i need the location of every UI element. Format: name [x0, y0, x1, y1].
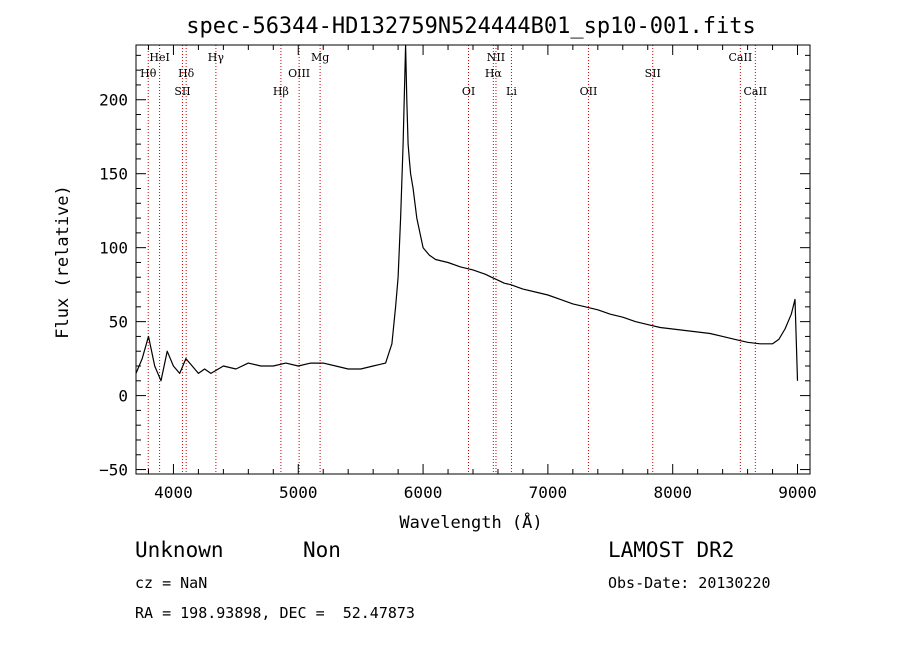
spectral-line-label: HeI: [149, 51, 169, 64]
spectral-line-label: OIII: [288, 67, 310, 80]
spectrum-line: [135, 44, 799, 382]
spectral-line-label: OII: [580, 85, 598, 98]
object-subclass: Non: [303, 538, 341, 562]
spectral-line-label: Hδ: [178, 67, 195, 80]
spectral-line-label: Hβ: [273, 85, 289, 98]
spectral-line-label: NII: [487, 51, 505, 64]
spectral-line-label: SII: [174, 85, 190, 98]
y-tick-label: 200: [99, 91, 128, 110]
spectral-line-label: Li: [506, 85, 517, 98]
spectral-line-label: OI: [462, 85, 475, 98]
object-class: Unknown: [135, 538, 224, 562]
x-axis-label: Wavelength (Å): [399, 511, 542, 533]
spectral-line-label: CaII: [729, 51, 753, 64]
x-tick-label: 5000: [279, 483, 318, 502]
coordinates-text: RA = 198.93898, DEC = 52.47873: [135, 604, 415, 622]
x-tick-label: 6000: [404, 483, 443, 502]
y-axis-label: Flux (relative): [53, 185, 73, 339]
y-tick-label: 50: [109, 313, 128, 332]
series-group: [135, 44, 799, 382]
spectral-line-label: Hα: [485, 67, 503, 80]
obs-date-text: Obs-Date: 20130220: [608, 574, 771, 592]
chart-title: spec-56344-HD132759N524444B01_sp10-001.f…: [186, 14, 756, 39]
axis-ticks: 4000 5000 6000 7000 8000 9000 −50 0 50 100 150 200: [99, 45, 817, 502]
spectral-line-label: Hθ: [140, 67, 157, 80]
spectral-line-label: Hγ: [208, 51, 225, 64]
spectral-line-label: CaII: [743, 85, 767, 98]
spectral-line-label: SII: [645, 67, 661, 80]
y-tick-label: 100: [99, 239, 128, 258]
redshift-text: cz = NaN: [135, 574, 208, 592]
y-tick-label: 0: [118, 387, 128, 406]
plot-frame: [135, 44, 811, 475]
y-tick-label: −50: [99, 461, 128, 480]
survey-name: LAMOST DR2: [608, 538, 735, 562]
spectral-line-label: Mg: [311, 51, 329, 64]
y-tick-label: 150: [99, 165, 128, 184]
x-tick-label: 8000: [653, 483, 692, 502]
x-tick-label: 4000: [154, 483, 193, 502]
x-tick-label: 7000: [529, 483, 568, 502]
x-tick-label: 9000: [778, 483, 817, 502]
